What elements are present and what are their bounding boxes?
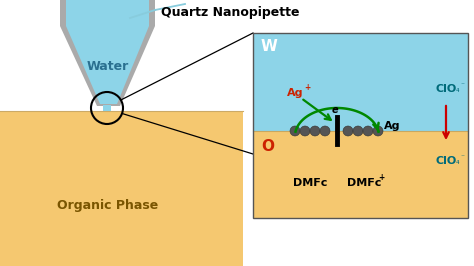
Text: e: e <box>332 105 338 115</box>
FancyBboxPatch shape <box>0 111 243 266</box>
Circle shape <box>320 126 330 136</box>
Text: Quartz Nanopipette: Quartz Nanopipette <box>161 6 299 19</box>
Circle shape <box>300 126 310 136</box>
Text: DMFc: DMFc <box>347 178 381 188</box>
Circle shape <box>343 126 353 136</box>
Circle shape <box>363 126 373 136</box>
Text: Ag: Ag <box>287 88 303 98</box>
Text: ClO: ClO <box>436 156 456 166</box>
FancyBboxPatch shape <box>149 0 155 26</box>
Text: +: + <box>304 84 310 93</box>
Text: Organic Phase: Organic Phase <box>57 200 159 213</box>
Text: ₄: ₄ <box>456 156 459 165</box>
Text: Ag: Ag <box>384 121 401 131</box>
FancyBboxPatch shape <box>253 131 468 218</box>
Circle shape <box>373 126 383 136</box>
FancyBboxPatch shape <box>253 33 468 131</box>
Polygon shape <box>60 26 155 106</box>
FancyBboxPatch shape <box>103 105 111 111</box>
Text: ⁻: ⁻ <box>460 81 464 89</box>
Text: +: + <box>378 173 384 182</box>
Text: ClO: ClO <box>436 84 456 94</box>
Polygon shape <box>66 26 149 104</box>
Text: ⁻: ⁻ <box>460 152 464 161</box>
Text: W: W <box>261 39 278 54</box>
Text: DMFc: DMFc <box>293 178 327 188</box>
Circle shape <box>353 126 363 136</box>
FancyBboxPatch shape <box>66 0 149 26</box>
Text: Water: Water <box>87 60 129 73</box>
Circle shape <box>310 126 320 136</box>
FancyBboxPatch shape <box>60 0 66 26</box>
Text: O: O <box>261 139 274 154</box>
FancyBboxPatch shape <box>0 0 243 111</box>
Text: ₄: ₄ <box>456 85 459 94</box>
Circle shape <box>290 126 300 136</box>
